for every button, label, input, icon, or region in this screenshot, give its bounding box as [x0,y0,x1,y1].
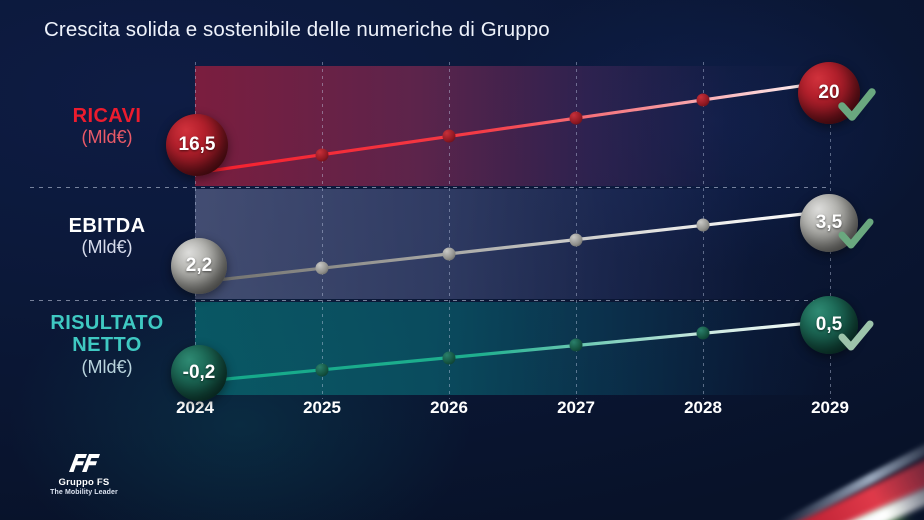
gridline-2025 [322,62,323,399]
data-point-risultato-netto-2027[interactable] [569,338,583,352]
data-point-ebitda-2027[interactable] [569,233,583,247]
chart-plot-area [30,62,832,399]
gridline-2027 [576,62,577,399]
gridline-2024 [195,62,196,399]
data-point-ricavi-2025[interactable] [315,148,329,162]
gridline-2026 [449,62,450,399]
x-axis-tick-2024: 2024 [176,398,214,417]
x-axis-tick-2025: 2025 [303,398,341,417]
series-label-netto-name-2: NETTO [72,334,142,357]
data-point-risultato-netto-2028[interactable] [696,326,710,340]
value-bubble-ricavi-2024[interactable]: 16,5 [166,114,228,176]
series-label-ebitda-unit: (Mld€) [81,237,133,258]
x-axis: 2024 2025 2026 2027 2028 2029 [0,398,924,424]
data-point-ricavi-2028[interactable] [696,93,710,107]
brand-tagline: The Mobility Leader [50,489,118,496]
value-bubble-ricavi-2024-text: 16,5 [178,134,216,155]
brand-logo: Gruppo FS The Mobility Leader [30,452,138,496]
data-point-ricavi-2026[interactable] [442,129,456,143]
series-label-ebitda: EBITDA (Mld€) [22,215,192,258]
series-label-netto-name-1: RISULTATO [50,312,164,334]
x-axis-tick-2027: 2027 [557,398,595,417]
value-bubble-ebitda-2024-text: 2,2 [185,255,213,276]
band-separator-upper [30,187,830,188]
x-axis-tick-2029: 2029 [811,398,849,417]
band-risultato-netto [195,302,830,395]
data-point-ebitda-2026[interactable] [442,247,456,261]
chart-series-lines [193,80,832,384]
value-bubble-ebitda-2024[interactable]: 2,2 [171,238,227,294]
series-label-ricavi-unit: (Mld€) [81,127,133,148]
band-ebitda [195,189,830,299]
series-label-ricavi: RICAVI (Mld€) [22,105,192,148]
value-bubble-ricavi-2029-text: 20 [818,82,840,103]
band-separator-lower [30,300,830,301]
data-point-risultato-netto-2025[interactable] [315,363,329,377]
series-label-ricavi-name: RICAVI [72,105,142,127]
x-axis-tick-2026: 2026 [430,398,468,417]
value-bubble-netto-2024-text: -0,2 [182,362,216,383]
check-icon-netto [838,320,874,351]
series-label-netto-unit: (Mld€) [81,356,133,377]
value-bubble-netto-2029-text: 0,5 [815,314,843,335]
data-point-ebitda-2028[interactable] [696,218,710,232]
series-label-ebitda-name: EBITDA [68,215,146,237]
fs-monogram-icon [30,452,138,474]
series-label-risultato-netto: RISULTATO NETTO (Mld€) [22,312,192,377]
brand-name: Gruppo FS [58,477,110,488]
data-point-ebitda-2025[interactable] [315,261,329,275]
data-point-ricavi-2027[interactable] [569,111,583,125]
page-title: Crescita solida e sostenibile delle nume… [44,18,550,41]
data-point-risultato-netto-2026[interactable] [442,351,456,365]
value-bubble-ebitda-2029-text: 3,5 [815,212,843,233]
value-bubble-netto-2024[interactable]: -0,2 [171,345,227,401]
check-icon-ricavi [838,88,876,121]
check-icon-ebitda [838,218,874,249]
x-axis-tick-2028: 2028 [684,398,722,417]
